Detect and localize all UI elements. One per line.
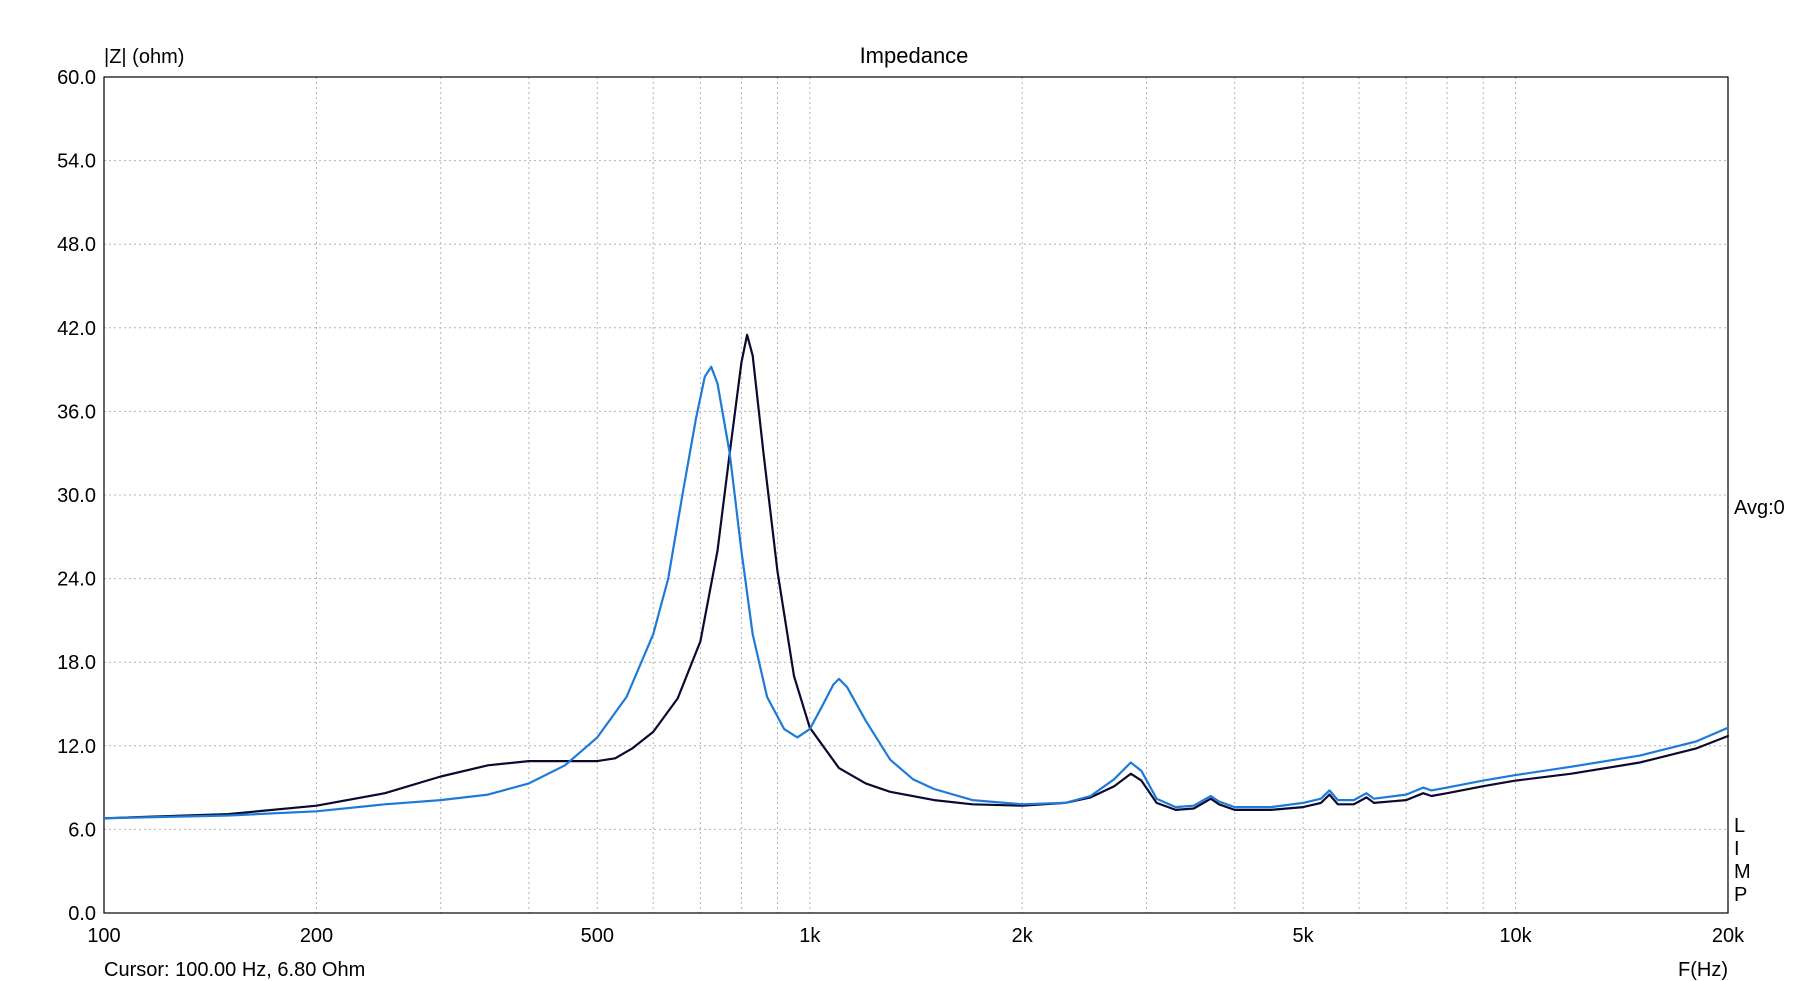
cursor-readout: Cursor: 100.00 Hz, 6.80 Ohm [104,959,365,981]
x-tick-label: 5k [1293,925,1315,947]
y-tick-label: 36.0 [57,401,96,423]
y-tick-label: 54.0 [57,151,96,173]
y-tick-label: 60.0 [57,67,96,89]
x-tick-label: 100 [87,925,120,947]
series-line-2 [102,365,1730,820]
x-tick-label: 20k [1712,925,1745,947]
y-tick-label: 6.0 [68,819,96,841]
side-letter-i: I [1734,838,1740,860]
side-letter-p: P [1734,884,1747,906]
x-tick-label: 1k [799,925,821,947]
y-axis-label: |Z| (ohm) [104,46,184,68]
y-tick-label: 0.0 [68,903,96,925]
x-tick-labels: 100 200 500 1k 2k 5k 10k 20k [87,925,1745,947]
x-tick-label: 500 [581,925,614,947]
y-tick-label: 42.0 [57,318,96,340]
side-letter-l: L [1734,815,1745,837]
avg-readout: Avg:0 [1734,497,1785,519]
plot-frame [103,76,1729,914]
x-tick-label: 2k [1012,925,1034,947]
chart-title: Impedance [860,43,969,68]
x-axis-label: F(Hz) [1678,959,1728,981]
y-tick-label: 12.0 [57,736,96,758]
y-tick-label: 48.0 [57,234,96,256]
y-tick-label: 30.0 [57,485,96,507]
x-tick-label: 10k [1499,925,1532,947]
y-tick-labels: 0.0 6.0 12.0 18.0 24.0 30.0 36.0 42.0 48.0 54.0 60… [57,67,96,925]
grid [104,77,1728,913]
series-layer [102,333,1730,820]
x-tick-label: 200 [300,925,333,947]
y-tick-label: 18.0 [57,652,96,674]
y-tick-label: 24.0 [57,569,96,591]
side-letter-m: M [1734,861,1751,883]
